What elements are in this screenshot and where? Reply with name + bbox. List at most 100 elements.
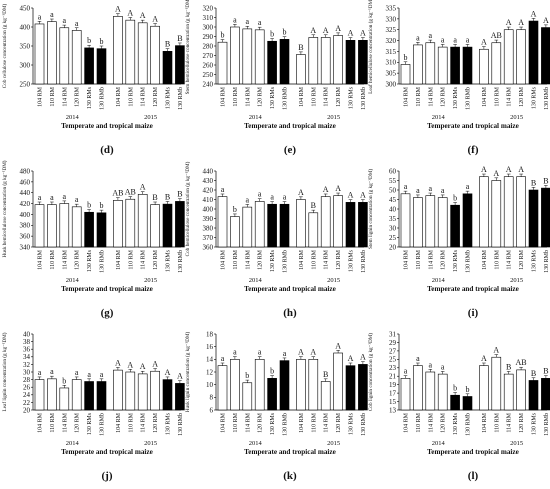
- x-tick-label: 120 RM: [519, 86, 525, 107]
- significance-letter: a: [429, 184, 433, 193]
- x-tick-label: 104 RM: [299, 86, 305, 107]
- bar: [279, 360, 290, 411]
- bar: [541, 187, 550, 248]
- panel-label: (l): [468, 470, 479, 482]
- significance-letter: A: [310, 26, 316, 35]
- significance-letter: A: [127, 9, 133, 18]
- x-tick-label: 120 RM: [75, 412, 81, 433]
- significance-letter: b: [87, 36, 91, 45]
- y-tick-label: 14: [206, 356, 214, 364]
- y-tick-label: 30: [389, 224, 397, 232]
- significance-letter: a: [441, 186, 445, 195]
- x-tick-label: 120 RM: [336, 412, 342, 433]
- bar: [333, 35, 343, 85]
- x-tick-label: 110 RM: [50, 412, 56, 432]
- x-tick-label: 104 RM: [116, 249, 122, 270]
- significance-letter: A: [115, 358, 121, 367]
- y-axis-label: Stem hemicellulose concentration (g kg⁻¹…: [184, 0, 191, 94]
- y-tick-label: 40: [23, 330, 31, 338]
- significance-letter: A: [506, 165, 512, 174]
- year-label: 2014: [249, 114, 263, 121]
- x-tick-label: 120 RM: [75, 249, 81, 270]
- year-label: 2014: [249, 277, 263, 284]
- y-tick-label: 18: [206, 330, 214, 338]
- significance-letter: A: [298, 188, 304, 197]
- x-tick-label: 130 RMb: [283, 413, 289, 436]
- y-tick-label: 23: [389, 364, 397, 372]
- x-tick-label: 130 RMs: [270, 249, 276, 272]
- significance-letter: B: [152, 193, 157, 202]
- y-tick-label: 300: [386, 80, 397, 88]
- y-axis-label: Stem lignin concentration (g kg⁻¹DM): [367, 169, 374, 249]
- significance-letter: b: [283, 28, 287, 37]
- x-tick-label: 114 RM: [62, 86, 68, 106]
- x-tick-label: 130 RMb: [100, 250, 106, 273]
- x-tick-label: 130 RMb: [466, 413, 472, 436]
- significance-letter: A: [335, 341, 341, 350]
- y-tick-label: 400: [203, 205, 214, 213]
- panel-label: (k): [283, 470, 297, 482]
- bar: [217, 196, 228, 248]
- y-tick-label: 410: [203, 196, 214, 204]
- bar: [320, 381, 331, 411]
- significance-letter: a: [270, 193, 274, 202]
- bar: [345, 365, 356, 411]
- x-axis-label: Temperate and tropical maize: [427, 122, 519, 130]
- significance-letter: b: [245, 371, 249, 380]
- x-tick-label: 104 RM: [38, 86, 44, 107]
- significance-letter: a: [63, 192, 67, 201]
- significance-letter: A: [543, 16, 549, 25]
- significance-letter: A: [152, 15, 158, 24]
- bar: [333, 352, 343, 411]
- x-tick-label: 120 RM: [153, 412, 159, 433]
- bar: [479, 48, 489, 85]
- y-tick-label: 35: [389, 215, 397, 223]
- x-tick-label: 120 RM: [336, 249, 342, 270]
- panel-h: Cob hemicellulose concentration (g kg⁻¹D…: [184, 161, 368, 319]
- bar: [296, 54, 306, 85]
- x-tick-label: 110 RM: [50, 249, 56, 269]
- bar: [242, 382, 253, 411]
- y-tick-label: 12: [206, 368, 214, 376]
- bar: [59, 387, 70, 411]
- x-axis-label: Temperate and tropical maize: [427, 448, 519, 456]
- y-tick-label: 250: [203, 71, 214, 79]
- significance-letter: a: [221, 354, 225, 363]
- y-tick-label: 320: [386, 37, 397, 45]
- bar: [267, 40, 277, 85]
- x-tick-label: 130 RMs: [349, 86, 355, 109]
- x-tick-label: 120 RM: [519, 249, 525, 270]
- y-tick-label: 330: [386, 15, 397, 23]
- bar: [96, 48, 107, 85]
- bar: [425, 371, 436, 411]
- y-tick-label: 25: [389, 234, 397, 242]
- y-tick-label: 300: [203, 23, 214, 31]
- y-tick-label: 27: [389, 347, 397, 355]
- bar: [47, 204, 57, 248]
- year-label: 2015: [510, 440, 523, 447]
- significance-letter: A: [360, 353, 366, 362]
- panel-e: Stem hemicellulose concentration (g kg⁻¹…: [184, 0, 368, 156]
- x-tick-label: 104 RM: [116, 412, 122, 433]
- significance-letter: a: [453, 35, 457, 44]
- significance-letter: a: [233, 15, 237, 24]
- y-tick-label: 305: [386, 70, 397, 78]
- x-tick-label: 110 RM: [128, 249, 134, 269]
- bar: [345, 202, 356, 248]
- bar: [358, 39, 368, 85]
- bar: [125, 19, 136, 85]
- bar: [47, 378, 57, 411]
- bar: [413, 197, 423, 248]
- significance-letter: A: [335, 24, 341, 33]
- significance-letter: A: [115, 5, 121, 14]
- significance-letter: a: [283, 193, 287, 202]
- bar: [400, 193, 411, 248]
- bar: [345, 39, 356, 85]
- y-tick-label: 17: [389, 390, 397, 398]
- significance-letter: a: [258, 348, 262, 357]
- significance-letter: a: [246, 195, 250, 204]
- significance-letter: b: [270, 30, 274, 39]
- y-tick-label: 290: [203, 33, 214, 41]
- x-tick-label: 110 RM: [416, 412, 422, 432]
- year-label: 2014: [66, 114, 80, 121]
